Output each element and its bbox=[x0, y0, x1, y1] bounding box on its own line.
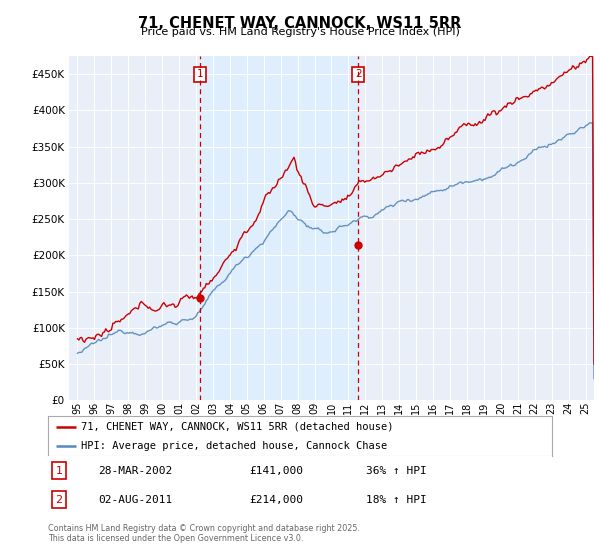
Text: £214,000: £214,000 bbox=[250, 494, 304, 505]
Text: 1: 1 bbox=[197, 69, 203, 79]
Text: £141,000: £141,000 bbox=[250, 465, 304, 475]
Text: 18% ↑ HPI: 18% ↑ HPI bbox=[365, 494, 426, 505]
Text: 1: 1 bbox=[56, 465, 62, 475]
Text: Price paid vs. HM Land Registry's House Price Index (HPI): Price paid vs. HM Land Registry's House … bbox=[140, 27, 460, 37]
Text: 71, CHENET WAY, CANNOCK, WS11 5RR: 71, CHENET WAY, CANNOCK, WS11 5RR bbox=[139, 16, 461, 31]
Text: 2: 2 bbox=[56, 494, 62, 505]
Text: 71, CHENET WAY, CANNOCK, WS11 5RR (detached house): 71, CHENET WAY, CANNOCK, WS11 5RR (detac… bbox=[81, 422, 393, 432]
Text: 2: 2 bbox=[355, 69, 362, 79]
Text: Contains HM Land Registry data © Crown copyright and database right 2025.
This d: Contains HM Land Registry data © Crown c… bbox=[48, 524, 360, 543]
Text: 36% ↑ HPI: 36% ↑ HPI bbox=[365, 465, 426, 475]
Text: 28-MAR-2002: 28-MAR-2002 bbox=[98, 465, 173, 475]
Text: 02-AUG-2011: 02-AUG-2011 bbox=[98, 494, 173, 505]
Text: HPI: Average price, detached house, Cannock Chase: HPI: Average price, detached house, Cann… bbox=[81, 441, 387, 451]
Bar bbox=[200, 56, 358, 400]
